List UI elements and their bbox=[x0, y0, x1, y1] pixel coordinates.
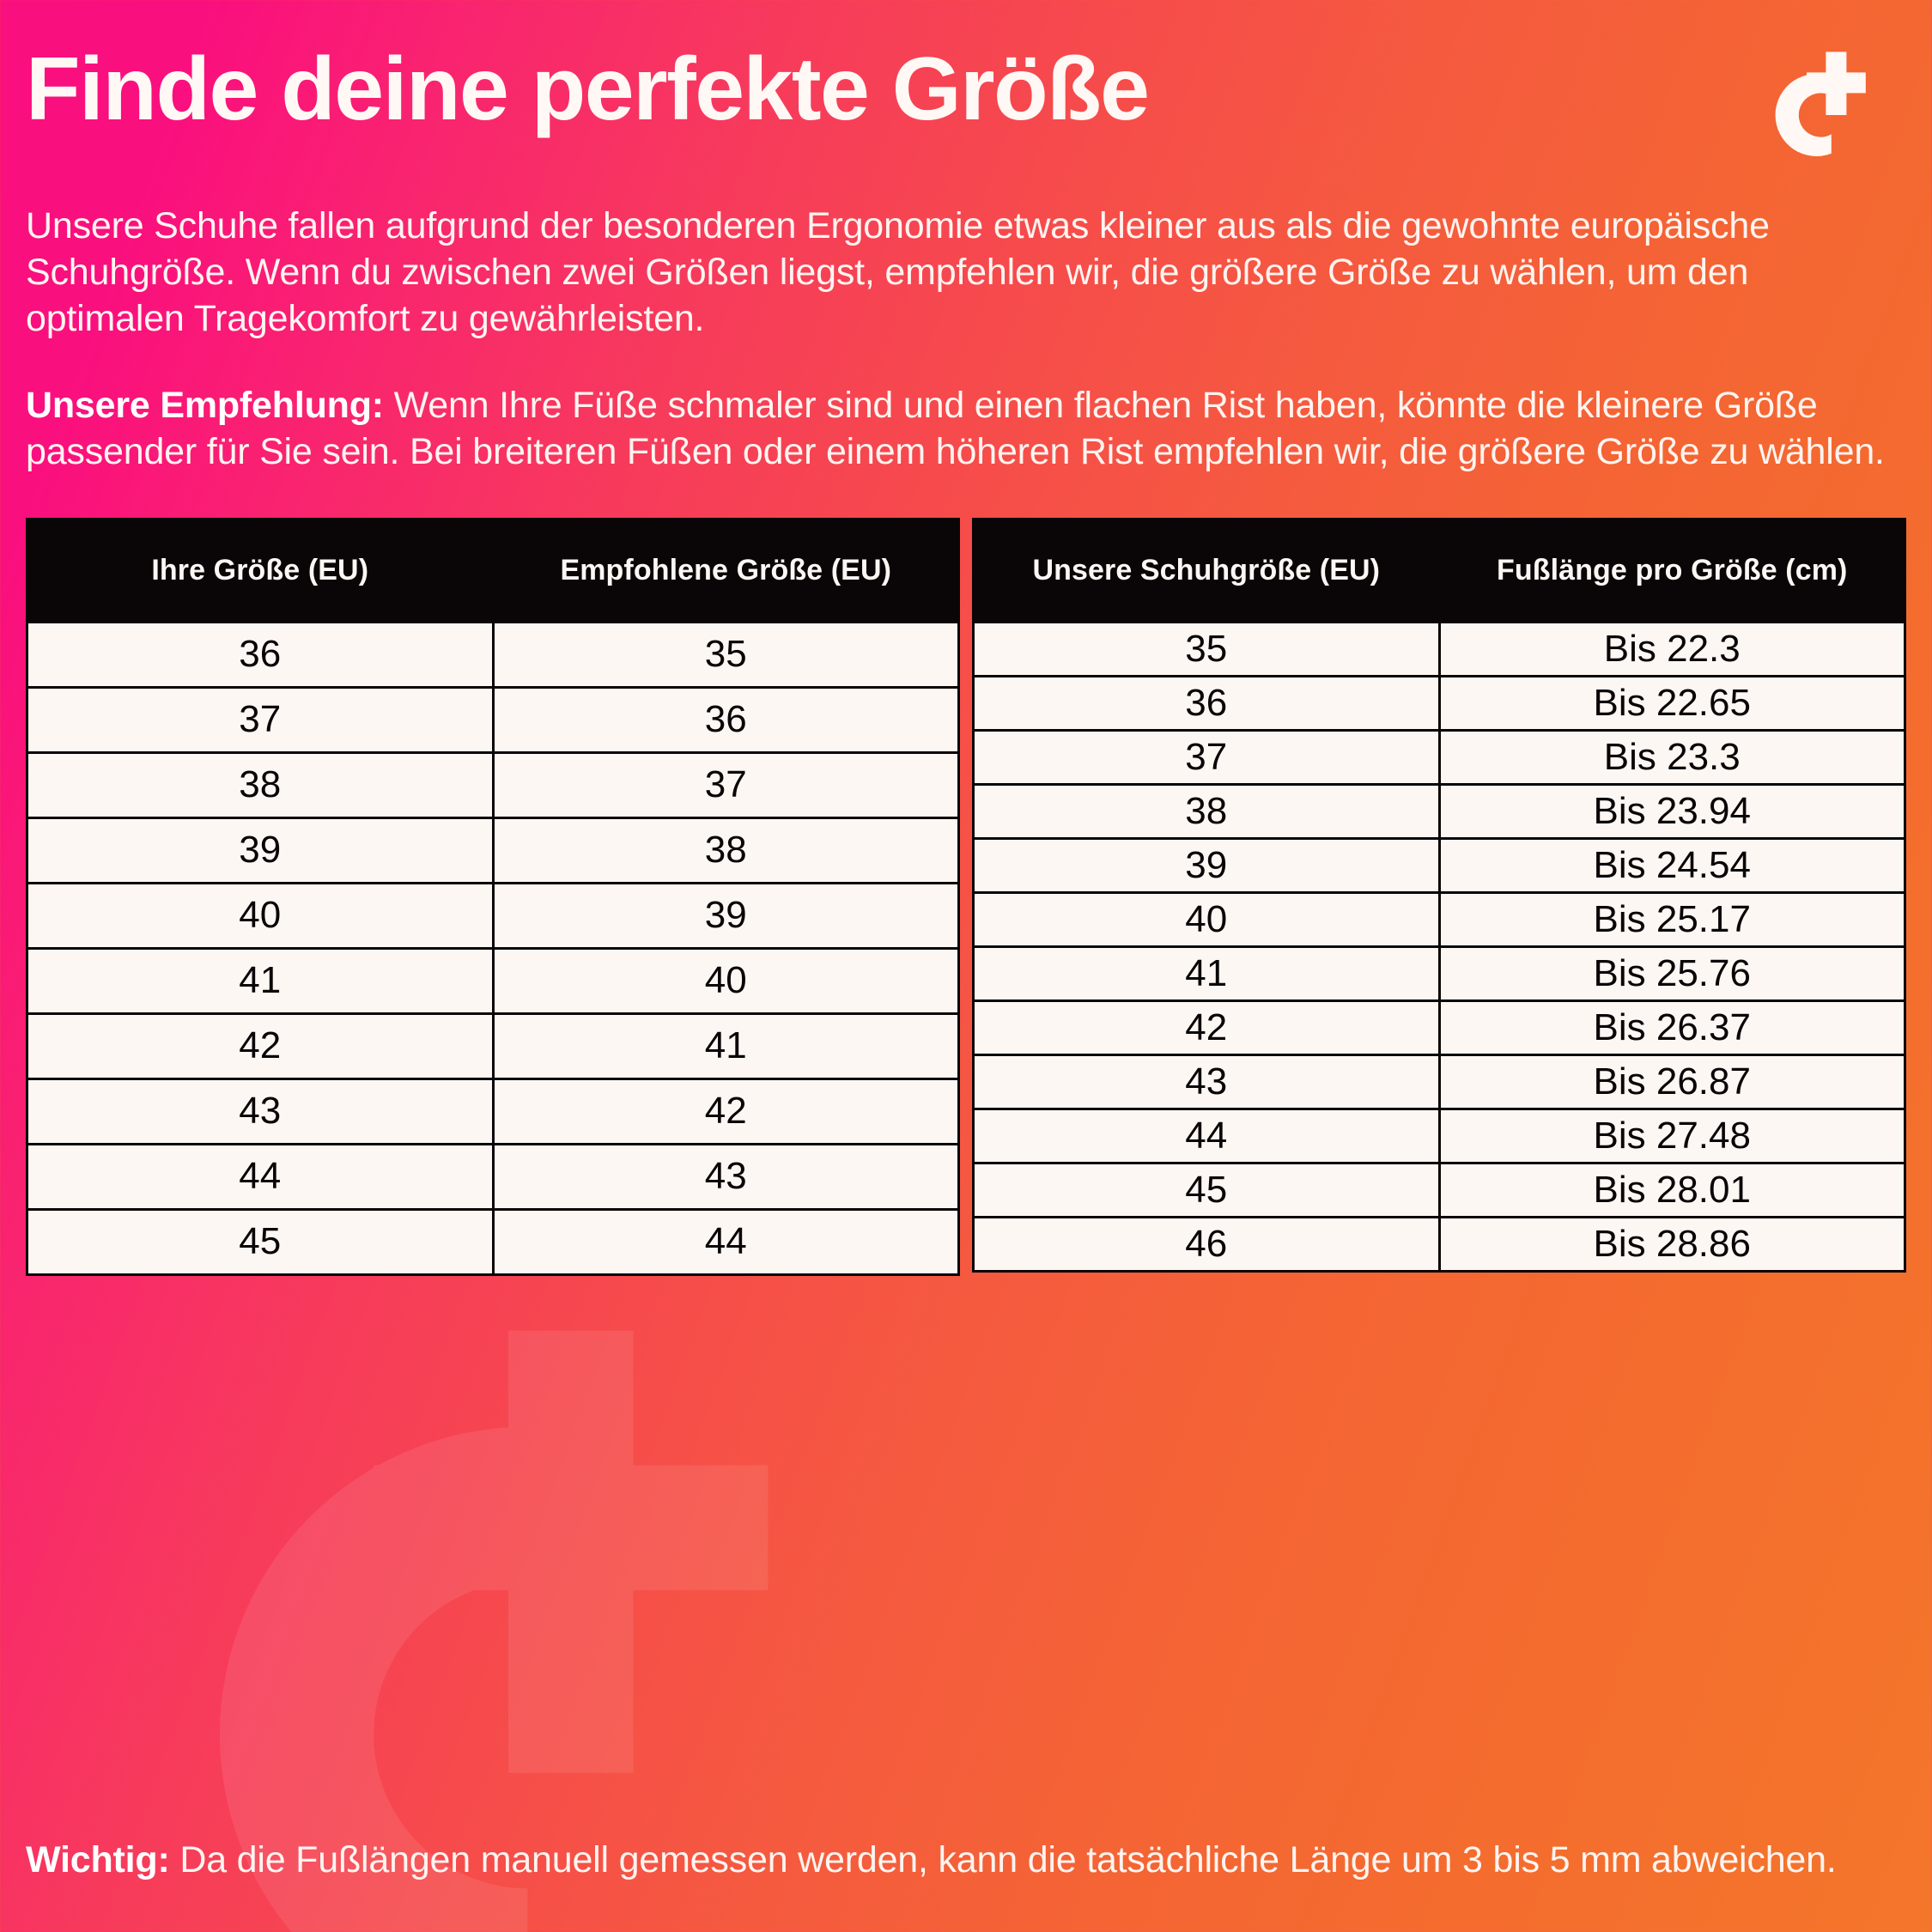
tables-container: Ihre Größe (EU) Empfohlene Größe (EU) 36… bbox=[26, 517, 1906, 1276]
table-cell-value: 38 bbox=[491, 816, 960, 884]
table-row: 44 43 bbox=[26, 1142, 960, 1211]
table-cell-size: 38 bbox=[972, 782, 1441, 840]
table-cell-size: 35 bbox=[972, 620, 1441, 677]
table-cell-value: Bis 28.86 bbox=[1437, 1215, 1906, 1273]
table-row: 39 Bis 24.54 bbox=[972, 836, 1906, 894]
table-cell-value: Bis 25.76 bbox=[1437, 945, 1906, 1002]
table-row: 40 39 bbox=[26, 881, 960, 950]
table-cell-value: Bis 26.87 bbox=[1437, 1053, 1906, 1110]
table-row: 40 Bis 25.17 bbox=[972, 890, 1906, 948]
table-cell-size: 39 bbox=[972, 836, 1441, 894]
table-cell-value: Bis 27.48 bbox=[1437, 1107, 1906, 1164]
table-row: 46 Bis 28.86 bbox=[972, 1215, 1906, 1273]
table-cell-value: 40 bbox=[491, 946, 960, 1015]
table-cell-value: Bis 23.3 bbox=[1437, 728, 1906, 786]
table-cell-value: 41 bbox=[491, 1012, 960, 1080]
table-header-row: Unsere Schuhgröße (EU) Fußlänge pro Größ… bbox=[972, 517, 1906, 623]
table-cell-size: 41 bbox=[26, 946, 495, 1015]
table-cell-size: 46 bbox=[972, 1215, 1441, 1273]
recommendation-text: Wenn Ihre Füße schmaler sind und einen f… bbox=[26, 384, 1885, 472]
table-row: 37 Bis 23.3 bbox=[972, 728, 1906, 786]
table-row: 41 Bis 25.76 bbox=[972, 945, 1906, 1002]
table-cell-value: 35 bbox=[491, 620, 960, 689]
table-cell-size: 40 bbox=[972, 890, 1441, 948]
column-header-recommended-size: Empfohlene Größe (EU) bbox=[491, 517, 960, 623]
table-cell-size: 37 bbox=[26, 685, 495, 754]
table-cell-size: 43 bbox=[26, 1077, 495, 1145]
table-cell-size: 45 bbox=[972, 1161, 1441, 1218]
table-row: 36 35 bbox=[26, 620, 960, 689]
table-header-row: Ihre Größe (EU) Empfohlene Größe (EU) bbox=[26, 517, 960, 623]
table-cell-size: 44 bbox=[26, 1142, 495, 1211]
table-cell-value: Bis 22.3 bbox=[1437, 620, 1906, 677]
table-cell-value: 44 bbox=[491, 1207, 960, 1276]
table-cell-size: 37 bbox=[972, 728, 1441, 786]
table-cell-size: 42 bbox=[972, 999, 1441, 1056]
table-row: 45 44 bbox=[26, 1207, 960, 1276]
circle-plus-logo-icon bbox=[1738, 46, 1875, 184]
size-conversion-table: Ihre Größe (EU) Empfohlene Größe (EU) 36… bbox=[26, 517, 960, 1276]
table-cell-size: 41 bbox=[972, 945, 1441, 1002]
table-row: 44 Bis 27.48 bbox=[972, 1107, 1906, 1164]
column-header-foot-length: Fußlänge pro Größe (cm) bbox=[1437, 517, 1906, 623]
footer-note-text: Da die Fußlängen manuell gemessen werden… bbox=[169, 1838, 1837, 1880]
table-cell-size: 40 bbox=[26, 881, 495, 950]
table-cell-value: 42 bbox=[491, 1077, 960, 1145]
table-cell-value: Bis 23.94 bbox=[1437, 782, 1906, 840]
size-conversion-table-head: Ihre Größe (EU) Empfohlene Größe (EU) bbox=[26, 517, 960, 623]
footer-note-label: Wichtig: bbox=[26, 1838, 170, 1880]
foot-length-table-head: Unsere Schuhgröße (EU) Fußlänge pro Größ… bbox=[972, 517, 1906, 623]
table-cell-value: Bis 24.54 bbox=[1437, 836, 1906, 894]
intro-paragraph-1: Unsere Schuhe fallen aufgrund der besond… bbox=[26, 205, 1770, 340]
table-cell-size: 36 bbox=[26, 620, 495, 689]
size-conversion-table-body: 36 35 37 36 38 37 39 38 40 39 41 40 42 41 43 42 44 43 45 44 bbox=[26, 620, 960, 1276]
table-row: 42 Bis 26.37 bbox=[972, 999, 1906, 1056]
table-cell-value: Bis 25.17 bbox=[1437, 890, 1906, 948]
table-cell-value: 36 bbox=[491, 685, 960, 754]
table-cell-value: Bis 28.01 bbox=[1437, 1161, 1906, 1218]
footer-note: Wichtig: Da die Fußlängen manuell gemess… bbox=[26, 1837, 1906, 1884]
table-row: 36 Bis 22.65 bbox=[972, 674, 1906, 732]
table-cell-size: 39 bbox=[26, 816, 495, 884]
column-header-our-shoe-size: Unsere Schuhgröße (EU) bbox=[972, 517, 1441, 623]
recommendation-label: Unsere Empfehlung: bbox=[26, 384, 384, 426]
table-row: 45 Bis 28.01 bbox=[972, 1161, 1906, 1218]
table-row: 37 36 bbox=[26, 685, 960, 754]
foot-length-table-body: 35 Bis 22.3 36 Bis 22.65 37 Bis 23.3 38 Bis 23.… bbox=[972, 620, 1906, 1273]
column-header-your-size: Ihre Größe (EU) bbox=[26, 517, 495, 623]
table-row: 41 40 bbox=[26, 946, 960, 1015]
table-row: 38 37 bbox=[26, 750, 960, 819]
table-cell-value: Bis 22.65 bbox=[1437, 674, 1906, 732]
table-cell-size: 44 bbox=[972, 1107, 1441, 1164]
table-row: 42 41 bbox=[26, 1012, 960, 1080]
table-row: 38 Bis 23.94 bbox=[972, 782, 1906, 840]
table-row: 43 Bis 26.87 bbox=[972, 1053, 1906, 1110]
foot-length-table: Unsere Schuhgröße (EU) Fußlänge pro Größ… bbox=[972, 517, 1906, 1273]
intro-paragraph-2: Unsere Empfehlung: Wenn Ihre Füße schmal… bbox=[26, 382, 1906, 475]
table-cell-value: 37 bbox=[491, 750, 960, 819]
table-row: 43 42 bbox=[26, 1077, 960, 1145]
table-row: 35 Bis 22.3 bbox=[972, 620, 1906, 677]
table-cell-value: 43 bbox=[491, 1142, 960, 1211]
table-cell-size: 43 bbox=[972, 1053, 1441, 1110]
header: Finde deine perfekte Größe bbox=[26, 41, 1906, 184]
table-row: 39 38 bbox=[26, 816, 960, 884]
table-cell-size: 36 bbox=[972, 674, 1441, 732]
table-cell-value: Bis 26.37 bbox=[1437, 999, 1906, 1056]
table-cell-size: 38 bbox=[26, 750, 495, 819]
page-title: Finde deine perfekte Größe bbox=[26, 39, 1150, 139]
table-cell-size: 45 bbox=[26, 1207, 495, 1276]
table-cell-value: 39 bbox=[491, 881, 960, 950]
table-cell-size: 42 bbox=[26, 1012, 495, 1080]
